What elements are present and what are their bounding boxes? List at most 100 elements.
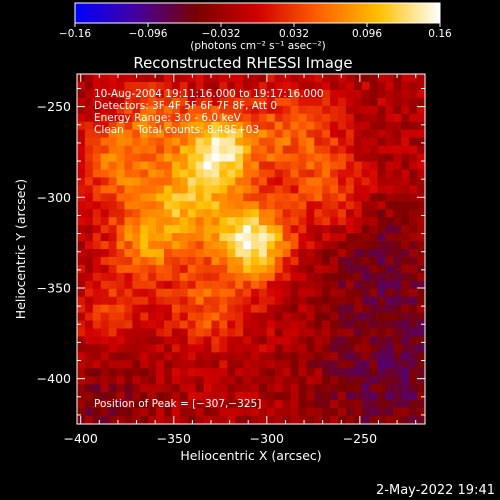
heatmap-cell — [298, 304, 307, 314]
heatmap-cell — [77, 209, 86, 218]
heatmap-cell — [369, 225, 379, 234]
heatmap-cell — [306, 336, 315, 346]
heatmap-cell — [322, 137, 331, 147]
heatmap-cell — [306, 225, 315, 234]
heatmap-cell — [100, 177, 110, 186]
heatmap-cell — [338, 352, 347, 361]
heatmap-cell — [322, 113, 331, 123]
heatmap-cell — [258, 193, 268, 202]
heatmap-cell — [417, 81, 426, 91]
heatmap-cell — [179, 249, 189, 258]
heatmap-cell — [345, 121, 355, 131]
heatmap-cell — [148, 256, 157, 266]
heatmap-cell — [203, 352, 213, 361]
heatmap-cell — [140, 400, 149, 409]
heatmap-cell — [322, 209, 331, 218]
heatmap-cell — [235, 161, 244, 171]
heatmap-cell — [338, 256, 347, 266]
heatmap-cell — [219, 392, 228, 401]
heatmap-cell — [227, 177, 236, 186]
heatmap-cell — [156, 193, 165, 202]
heatmap-cell — [306, 209, 315, 218]
heatmap-cell — [282, 241, 292, 250]
heatmap-cell — [171, 249, 181, 258]
heatmap-cell — [330, 113, 339, 123]
heatmap-cell — [401, 113, 410, 123]
heatmap-cell — [203, 74, 213, 83]
heatmap-cell — [322, 376, 331, 385]
heatmap-cell — [290, 256, 300, 266]
heatmap-cell — [140, 296, 149, 306]
heatmap-cell — [179, 400, 189, 409]
heatmap-cell — [369, 201, 379, 210]
heatmap-cell — [243, 89, 252, 99]
heatmap-cell — [227, 209, 236, 218]
energy-range-annotation: Energy Range: 3.0 - 6.0 keV — [94, 112, 242, 124]
heatmap-cell — [108, 241, 118, 250]
heatmap-cell — [393, 89, 402, 99]
heatmap-cell — [148, 408, 157, 417]
heatmap-cell — [227, 74, 236, 83]
heatmap-cell — [179, 408, 189, 417]
heatmap-cell — [409, 129, 418, 139]
heatmap-cell — [409, 145, 418, 155]
heatmap-cell — [401, 384, 410, 393]
heatmap-cell — [353, 193, 363, 202]
heatmap-cell — [274, 344, 284, 353]
heatmap-cell — [108, 256, 118, 266]
heatmap-cell — [116, 97, 126, 107]
heatmap-cell — [385, 89, 394, 99]
heatmap-cell — [251, 145, 260, 155]
heatmap-cell — [164, 105, 173, 115]
heatmap-cell — [322, 249, 331, 258]
heatmap-cell — [92, 352, 102, 361]
heatmap-cell — [377, 201, 387, 210]
heatmap-cell — [124, 288, 133, 298]
heatmap-cell — [227, 312, 236, 322]
heatmap-cell — [84, 153, 94, 163]
heatmap-cell — [219, 74, 228, 83]
heatmap-cell — [322, 89, 331, 99]
heatmap-cell — [393, 161, 402, 171]
heatmap-cell — [92, 74, 102, 83]
heatmap-cell — [132, 408, 141, 417]
heatmap-cell — [164, 89, 173, 99]
heatmap-cell — [385, 209, 394, 218]
heatmap-cell — [243, 328, 252, 338]
heatmap-cell — [290, 89, 300, 99]
heatmap-cell — [369, 288, 379, 298]
heatmap-cell — [132, 129, 141, 139]
heatmap-cell — [243, 217, 252, 226]
heatmap-cell — [290, 280, 300, 290]
heatmap-cell — [251, 161, 260, 171]
heatmap-cell — [251, 400, 260, 409]
heatmap-cell — [290, 233, 300, 242]
heatmap-cell — [393, 336, 402, 346]
heatmap-cell — [345, 312, 355, 322]
heatmap-cell — [171, 376, 181, 385]
heatmap-cell — [258, 249, 268, 258]
heatmap-cell — [338, 288, 347, 298]
heatmap-cell — [187, 328, 197, 338]
heatmap-cell — [314, 193, 323, 202]
heatmap-cell — [274, 185, 284, 194]
heatmap-cell — [195, 320, 205, 330]
heatmap-cell — [92, 225, 102, 234]
heatmap-cell — [140, 89, 149, 99]
heatmap-cell — [243, 145, 252, 155]
heatmap-cell — [314, 201, 323, 210]
heatmap-cell — [171, 328, 181, 338]
heatmap-cell — [108, 161, 118, 171]
heatmap-cell — [282, 304, 292, 314]
heatmap-cell — [100, 185, 110, 194]
heatmap-cell — [124, 129, 133, 139]
heatmap-cell — [298, 137, 307, 147]
heatmap-cell — [108, 416, 118, 425]
heatmap-cell — [116, 392, 126, 401]
heatmap-cell — [401, 217, 410, 226]
heatmap-cell — [219, 145, 228, 155]
heatmap-cell — [84, 81, 94, 91]
heatmap-cell — [140, 121, 149, 131]
heatmap-cell — [282, 193, 292, 202]
heatmap-cell — [219, 89, 228, 99]
